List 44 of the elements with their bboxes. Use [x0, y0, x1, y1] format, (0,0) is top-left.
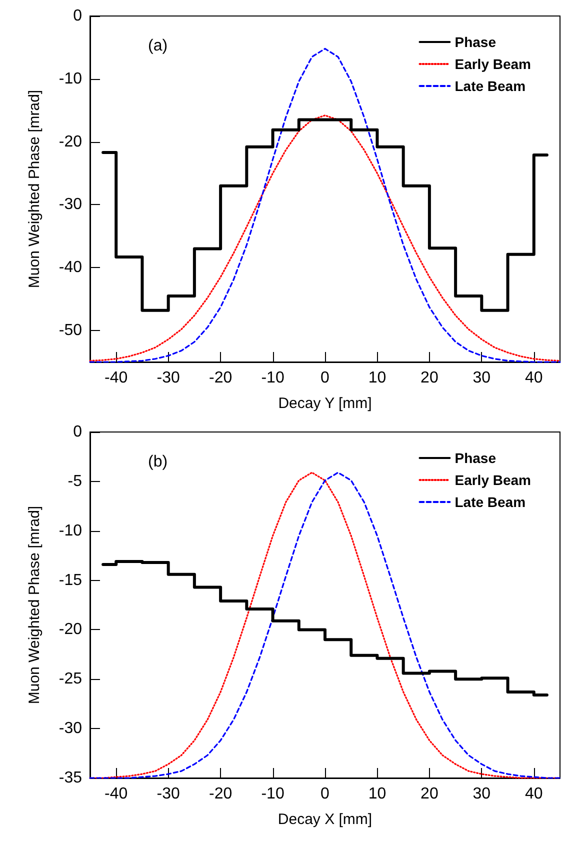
- x-axis-title: Decay Y [mm]: [278, 395, 372, 412]
- y-axis-title: Muon Weighted Phase [mrad]: [26, 506, 43, 704]
- y-tick-label: -5: [68, 472, 82, 490]
- y-tick-label: -30: [58, 720, 82, 738]
- x-tick-label: 0: [320, 370, 330, 386]
- x-tick-label: -20: [208, 370, 232, 386]
- x-tick-label: -40: [104, 370, 128, 386]
- x-axis-title: Decay X [mm]: [278, 811, 372, 828]
- x-tick-label: -20: [208, 786, 232, 802]
- legend-label: Phase: [454, 34, 496, 50]
- legend-label: Late Beam: [454, 494, 526, 510]
- annotation: (b): [148, 454, 168, 470]
- y-tick-label: -25: [58, 670, 82, 688]
- x-tick-label: 30: [472, 786, 491, 802]
- y-tick-label: -35: [58, 770, 82, 786]
- legend-label: Late Beam: [454, 78, 526, 94]
- x-tick-label: -30: [156, 370, 180, 386]
- x-tick-label: 0: [320, 786, 330, 802]
- y-axis-title: Muon Weighted Phase [mrad]: [26, 90, 43, 288]
- y-tick-label: -20: [58, 133, 82, 150]
- x-tick-label: -30: [156, 786, 180, 802]
- x-tick-label: 40: [524, 786, 543, 802]
- x-tick-label: 10: [368, 786, 386, 802]
- x-tick-label: -40: [104, 786, 128, 802]
- x-tick-label: 10: [368, 370, 386, 386]
- y-tick-label: -30: [58, 196, 82, 214]
- y-tick-label: -50: [58, 322, 82, 340]
- y-tick-label: -10: [58, 70, 82, 88]
- x-tick-label: -10: [261, 370, 284, 386]
- y-tick-label: -10: [58, 522, 82, 540]
- y-tick-label: -15: [58, 572, 82, 589]
- y-tick-label: 0: [73, 424, 82, 440]
- x-tick-label: 20: [420, 786, 438, 802]
- x-tick-label: 20: [420, 370, 438, 386]
- x-tick-label: 40: [524, 370, 543, 386]
- legend-label: Phase: [454, 450, 496, 466]
- x-tick-label: 30: [472, 370, 491, 386]
- annotation: (a): [148, 38, 168, 54]
- x-tick-label: -10: [261, 786, 284, 802]
- y-tick-label: -20: [58, 621, 82, 638]
- legend-label: Early Beam: [454, 56, 532, 72]
- y-tick-label: 0: [73, 8, 82, 24]
- y-tick-label: -40: [58, 259, 82, 276]
- legend-label: Early Beam: [454, 472, 532, 488]
